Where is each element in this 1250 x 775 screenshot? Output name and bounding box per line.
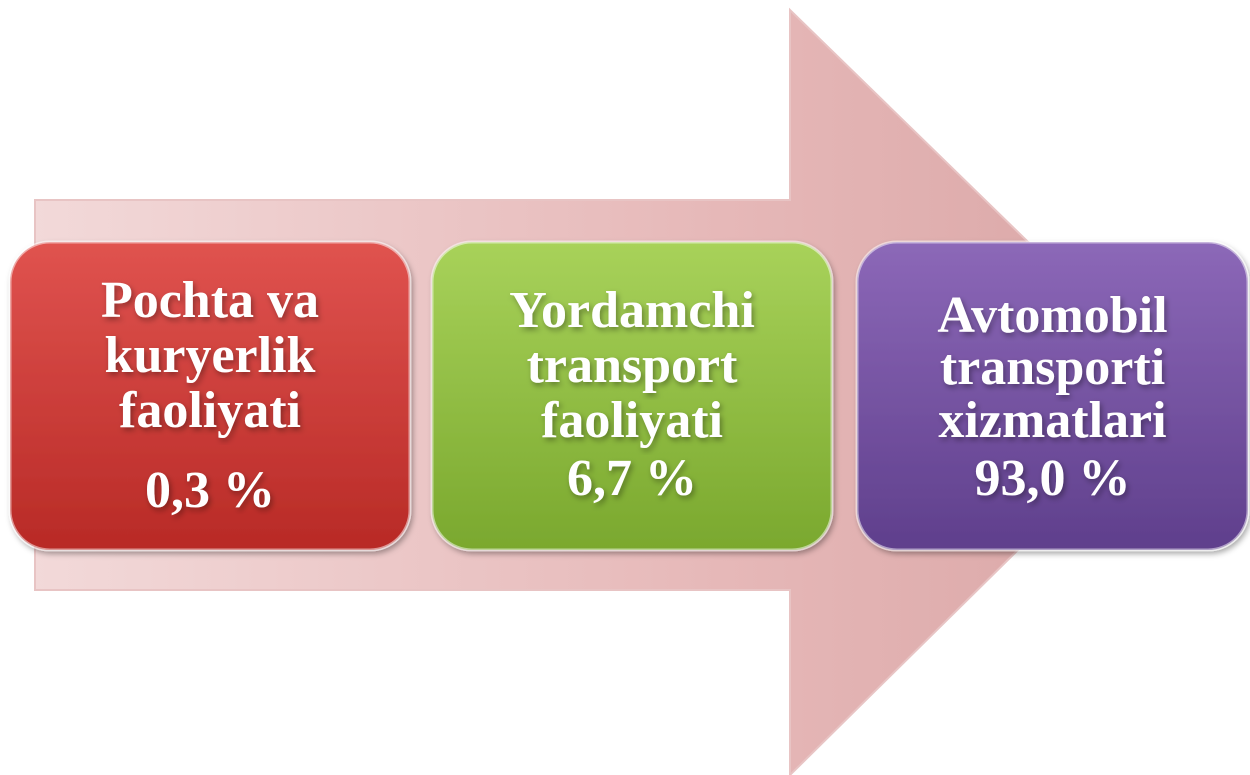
node-box xyxy=(430,240,834,552)
node-box xyxy=(8,240,412,552)
node-value: 0,3 % xyxy=(145,462,275,519)
node-label: Yordamchi xyxy=(509,282,755,339)
node-label: transporti xyxy=(940,339,1165,396)
node-label: faoliyati xyxy=(541,392,723,449)
node-label: xizmatlari xyxy=(938,392,1166,449)
node-label: faoliyati xyxy=(119,382,301,439)
node-label: Avtomobil xyxy=(937,287,1167,344)
node-value: 93,0 % xyxy=(975,450,1131,507)
node-value: 6,7 % xyxy=(567,450,697,507)
node-label: transport xyxy=(527,337,739,394)
node-label: Pochta va xyxy=(101,272,319,329)
node-label: kuryerlik xyxy=(105,327,316,384)
node-box xyxy=(855,240,1250,552)
